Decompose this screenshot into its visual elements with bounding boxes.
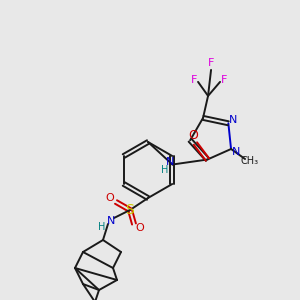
- Text: N: N: [232, 147, 240, 157]
- Text: H: H: [161, 164, 168, 175]
- Text: F: F: [221, 75, 227, 85]
- Text: CH₃: CH₃: [241, 156, 259, 166]
- Text: S: S: [126, 203, 134, 217]
- Text: N: N: [166, 157, 175, 166]
- Text: F: F: [191, 75, 197, 85]
- Text: N: N: [107, 216, 115, 226]
- Text: O: O: [136, 223, 144, 233]
- Text: F: F: [208, 58, 214, 68]
- Text: H: H: [98, 222, 106, 232]
- Text: O: O: [188, 129, 198, 142]
- Text: N: N: [229, 115, 238, 125]
- Text: O: O: [106, 193, 114, 203]
